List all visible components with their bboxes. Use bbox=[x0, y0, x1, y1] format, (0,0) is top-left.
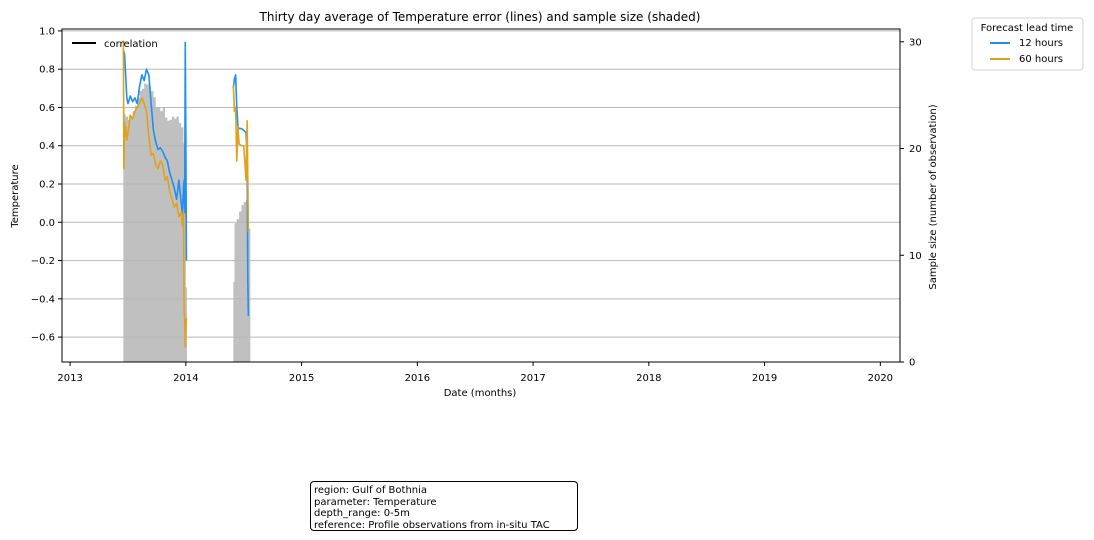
grid-lines bbox=[62, 30, 900, 338]
series-line-60-hours-0 bbox=[122, 40, 188, 348]
series-lines bbox=[122, 40, 250, 348]
plot-frame bbox=[61, 28, 901, 363]
y-tick-label: 0.4 bbox=[39, 141, 55, 152]
y-tick-label: −0.2 bbox=[31, 256, 55, 267]
legend-box bbox=[971, 17, 1084, 71]
info-region: region: Gulf of Bothnia bbox=[314, 485, 428, 496]
y-tick-label: 1.0 bbox=[39, 26, 55, 37]
y-tick-label: 0.8 bbox=[39, 65, 55, 76]
x-tick-label: 2020 bbox=[868, 373, 893, 384]
x-tick-label: 2019 bbox=[752, 373, 777, 384]
y-tick-label: −0.4 bbox=[31, 294, 55, 305]
x-axis-label: Date (months) bbox=[444, 388, 517, 399]
forecast-legend: Forecast lead time 12 hours 60 hours bbox=[971, 17, 1084, 71]
y-tick-label: 0.2 bbox=[39, 180, 55, 191]
x-tick-label: 2014 bbox=[173, 373, 198, 384]
y2-tick-label: 10 bbox=[909, 251, 922, 262]
info-reference: reference: Profile observations from in-… bbox=[314, 519, 550, 531]
info-depth-range: depth_range: 0-5m bbox=[314, 508, 410, 519]
metadata-box: region: Gulf of Bothnia parameter: Tempe… bbox=[310, 481, 578, 531]
x-axis-ticks: 2013 2014 2015 2016 2017 2018 2019 2020 bbox=[57, 362, 893, 384]
y-tick-label: 0.0 bbox=[39, 218, 55, 229]
y-axis-ticks: −0.6 −0.4 −0.2 0.0 0.2 0.4 0.6 0.8 1.0 bbox=[31, 26, 62, 344]
inner-legend: correlation bbox=[72, 39, 158, 50]
x-tick-label: 2017 bbox=[520, 373, 545, 384]
y2-tick-label: 20 bbox=[909, 144, 922, 155]
sample-size-area-1 bbox=[233, 196, 251, 362]
chart-title: Thirty day average of Temperature error … bbox=[259, 10, 701, 24]
legend-title: Forecast lead time bbox=[981, 23, 1074, 34]
x-tick-label: 2018 bbox=[636, 373, 661, 384]
series-line-12-hours-0 bbox=[122, 41, 188, 261]
y-axis-label: Temperature bbox=[10, 164, 21, 228]
x-tick-label: 2013 bbox=[57, 373, 82, 384]
y2-axis-label: Sample size (number of observation) bbox=[928, 104, 939, 289]
y2-axis-ticks: 0 10 20 30 bbox=[900, 37, 922, 369]
legend-label-12-hours: 12 hours bbox=[1019, 38, 1063, 49]
legend-label-60-hours: 60 hours bbox=[1019, 54, 1063, 65]
y-tick-label: −0.6 bbox=[31, 333, 55, 344]
x-tick-label: 2016 bbox=[405, 373, 430, 384]
y2-tick-label: 0 bbox=[909, 358, 915, 369]
correlation-legend-label: correlation bbox=[104, 39, 158, 50]
y-tick-label: 0.6 bbox=[39, 103, 55, 114]
x-tick-label: 2015 bbox=[289, 373, 314, 384]
info-parameter: parameter: Temperature bbox=[314, 496, 437, 508]
y2-tick-label: 30 bbox=[909, 37, 922, 48]
series-line-60-hours-1 bbox=[232, 84, 250, 232]
